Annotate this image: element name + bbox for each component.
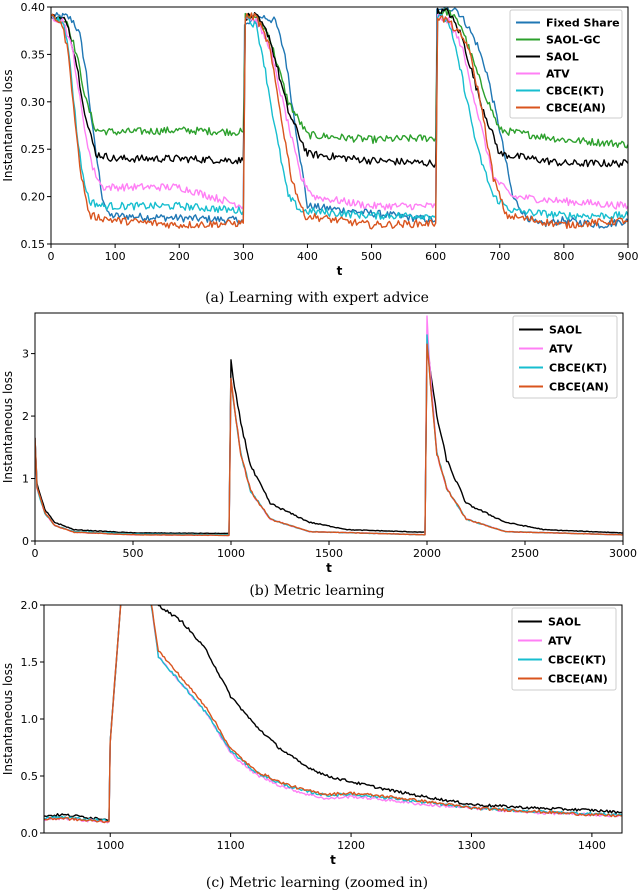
x-tick-label: 3000 bbox=[609, 547, 637, 560]
legend-entry: SAOL bbox=[548, 616, 581, 629]
y-tick-label: 0.15 bbox=[21, 238, 46, 251]
series-line-saol-gc bbox=[51, 7, 628, 149]
y-tick-label: 2 bbox=[22, 410, 29, 423]
series-line-saol bbox=[51, 7, 628, 168]
caption-panel-c: (c) Metric learning (zoomed in) bbox=[206, 875, 428, 891]
y-tick-label: 2.0 bbox=[21, 599, 39, 612]
legend-entry: CBCE(AN) bbox=[546, 102, 606, 115]
x-tick-label: 1200 bbox=[337, 839, 365, 852]
legend-entry: SAOL-GC bbox=[546, 34, 600, 47]
legend-entry: CBCE(AN) bbox=[549, 381, 609, 394]
legend: SAOL ATV CBCE(KT) CBCE(AN) bbox=[512, 315, 618, 399]
x-tick-label: 700 bbox=[489, 250, 510, 263]
caption-panel-b: (b) Metric learning bbox=[249, 583, 384, 599]
legend-entry: CBCE(KT) bbox=[549, 362, 607, 375]
series-line-cbce-an bbox=[51, 12, 628, 230]
x-tick-label: 1400 bbox=[578, 839, 606, 852]
series-lines bbox=[44, 605, 622, 824]
x-tick-label: 900 bbox=[618, 250, 639, 263]
series-lines bbox=[51, 7, 628, 230]
x-tick-label: 2500 bbox=[511, 547, 539, 560]
chart-panel-1: 0 100 200 300 400 500 600 700 800 900 0.15 0.20 0.25… bbox=[1, 1, 639, 278]
series-line-atv bbox=[51, 13, 628, 211]
chart-panel-3: 1000 1100 1200 1300 1400 0.0 0.5 1.0 1.5 2.0 t Inst… bbox=[1, 599, 623, 867]
series-line-saol bbox=[44, 605, 622, 822]
legend-box bbox=[512, 315, 618, 399]
series-line-cbce-an bbox=[35, 343, 623, 537]
x-tick-label: 1000 bbox=[96, 839, 124, 852]
plot-frame bbox=[50, 6, 629, 245]
y-axis-label: Instantaneous loss bbox=[1, 69, 15, 181]
chart-panel-2: 0 500 1000 1500 2000 2500 3000 0 1 2 3 t Instantaneo… bbox=[1, 312, 637, 575]
x-tick-label: 1100 bbox=[217, 839, 245, 852]
y-tick-label: 1.5 bbox=[21, 656, 39, 669]
legend-entry: CBCE(KT) bbox=[546, 85, 604, 98]
y-tick-label: 1 bbox=[22, 473, 29, 486]
x-axis-label: t bbox=[330, 853, 336, 867]
x-tick-label: 100 bbox=[105, 250, 126, 263]
x-tick-label: 600 bbox=[425, 250, 446, 263]
y-tick-label: 0.40 bbox=[21, 1, 46, 14]
x-tick-label: 300 bbox=[233, 250, 254, 263]
y-tick-label: 0.25 bbox=[21, 143, 46, 156]
x-tick-label: 0 bbox=[32, 547, 39, 560]
y-tick-label: 3 bbox=[22, 348, 29, 361]
legend-entry: ATV bbox=[549, 343, 573, 356]
y-axis-label: Instantaneous loss bbox=[1, 371, 15, 483]
x-tick-label: 1500 bbox=[315, 547, 343, 560]
y-tick-label: 0.20 bbox=[21, 191, 46, 204]
x-axis-label: t bbox=[337, 264, 343, 278]
legend-entry: CBCE(KT) bbox=[548, 654, 606, 667]
legend: SAOL ATV CBCE(KT) CBCE(AN) bbox=[511, 607, 617, 691]
y-tick-label: 1.0 bbox=[21, 713, 39, 726]
x-axis-label: t bbox=[326, 561, 332, 575]
legend-entry: CBCE(AN) bbox=[548, 673, 608, 686]
x-tick-label: 400 bbox=[297, 250, 318, 263]
x-tick-label: 1300 bbox=[457, 839, 485, 852]
y-tick-label: 0.5 bbox=[21, 770, 39, 783]
x-tick-label: 500 bbox=[123, 547, 144, 560]
series-lines bbox=[35, 315, 623, 537]
series-line-cbce-an bbox=[44, 605, 622, 824]
x-tick-label: 200 bbox=[169, 250, 190, 263]
legend-entry: SAOL bbox=[546, 51, 579, 64]
x-tick-label: 800 bbox=[553, 250, 574, 263]
x-tick-label: 0 bbox=[48, 250, 55, 263]
y-tick-label: 0.35 bbox=[21, 48, 46, 61]
legend-entry: ATV bbox=[548, 635, 572, 648]
y-axis-label: Instantaneous loss bbox=[1, 663, 15, 775]
y-tick-label: 0.30 bbox=[21, 96, 46, 109]
legend-box bbox=[511, 607, 617, 691]
caption-panel-a: (a) Learning with expert advice bbox=[205, 290, 429, 306]
y-tick-label: 0 bbox=[22, 535, 29, 548]
series-line-saol bbox=[35, 346, 623, 535]
legend: Fixed Share SAOL-GC SAOL ATV CBCE(KT) CBCE(AN… bbox=[509, 9, 623, 119]
series-line-cbce-kt bbox=[51, 13, 628, 220]
legend-entry: Fixed Share bbox=[546, 17, 620, 30]
y-tick-label: 0.0 bbox=[21, 827, 39, 840]
legend-entry: ATV bbox=[546, 68, 570, 81]
x-tick-label: 500 bbox=[361, 250, 382, 263]
x-tick-label: 1000 bbox=[217, 547, 245, 560]
x-tick-label: 2000 bbox=[413, 547, 441, 560]
legend-entry: SAOL bbox=[549, 324, 582, 337]
